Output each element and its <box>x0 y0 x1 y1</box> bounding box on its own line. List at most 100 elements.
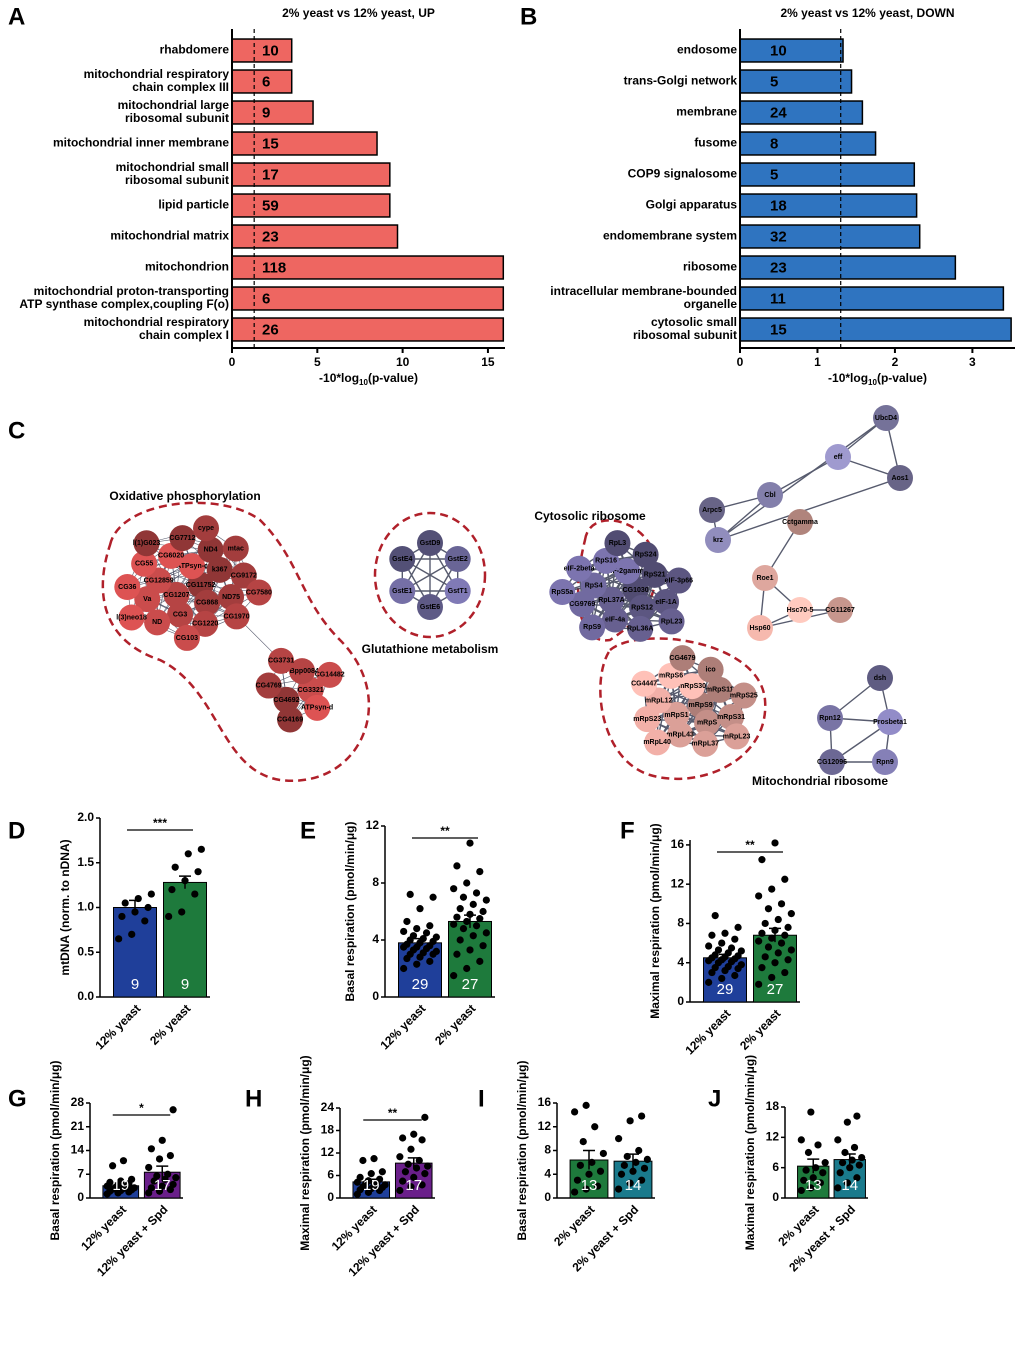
data-point <box>571 1108 579 1116</box>
data-point <box>375 1175 384 1183</box>
data-point <box>705 978 713 986</box>
node-label: CG9172 <box>231 572 257 579</box>
data-point <box>714 946 723 954</box>
data-point <box>626 1179 634 1187</box>
node <box>417 594 443 620</box>
data-point <box>573 1176 582 1184</box>
x-axis-label-part: 10 <box>359 378 368 387</box>
data-point <box>166 1151 174 1160</box>
data-point <box>165 912 173 921</box>
category-label: chain complex III <box>132 80 229 94</box>
count-label: 13 <box>581 1177 598 1194</box>
data-point <box>774 949 782 957</box>
data-point <box>841 1148 849 1157</box>
node <box>825 444 851 470</box>
y-tick-label: 1.0 <box>77 900 94 914</box>
data-point <box>459 893 468 901</box>
y-axis-label: Basal respiration (pmol/min/μg) <box>343 821 357 1001</box>
node <box>632 541 659 568</box>
data-point <box>838 1159 847 1167</box>
data-point <box>755 980 763 988</box>
data-point <box>421 1113 429 1121</box>
data-point <box>450 920 458 928</box>
data-point <box>424 1162 432 1170</box>
data-point <box>585 1170 593 1178</box>
data-point <box>466 946 474 954</box>
bar <box>739 224 921 249</box>
data-point <box>147 1184 156 1192</box>
data-point <box>466 839 474 847</box>
data-point <box>381 1181 389 1189</box>
node <box>730 682 757 709</box>
node-label: ND <box>152 619 162 626</box>
category-label: endosome <box>677 43 737 57</box>
category-label: ribosomal subunit <box>125 111 229 125</box>
x-tick-label: 5 <box>314 355 321 369</box>
data-point <box>396 1153 404 1161</box>
y-tick-label: 1.5 <box>77 855 94 869</box>
data-point <box>576 1161 584 1169</box>
data-point <box>482 929 490 937</box>
node <box>444 578 471 604</box>
node-label: Rpn12 <box>819 715 841 722</box>
x-tick-label: 0 <box>229 355 236 369</box>
x-axis-label-part: -10*log <box>828 371 868 385</box>
count-label: 23 <box>770 259 787 276</box>
node-label: eff <box>834 454 843 461</box>
count-label: 24 <box>770 104 787 121</box>
data-point <box>623 1152 631 1161</box>
node-label: mRpS1 <box>664 712 688 719</box>
y-tick-label: 12 <box>671 876 685 890</box>
bar <box>231 224 399 249</box>
category-label: mitochondrial small <box>116 160 229 174</box>
node <box>667 721 694 748</box>
node-label: CG36 <box>118 584 136 591</box>
node <box>679 673 706 700</box>
y-axis-label: Maximal respiration (pmol/min/μg) <box>298 1055 312 1250</box>
data-point <box>638 1176 646 1184</box>
node-label: GstE6 <box>420 604 440 611</box>
category-label: endomembrane system <box>603 229 737 243</box>
data-point <box>591 1123 599 1131</box>
data-point <box>737 947 745 955</box>
node <box>604 530 631 557</box>
node <box>699 497 725 523</box>
data-point <box>588 1158 596 1166</box>
data-point <box>579 1137 587 1146</box>
significance-label: ** <box>745 838 755 852</box>
data-point <box>396 1186 404 1195</box>
data-point <box>119 1157 128 1165</box>
nodes: CG11752 CG1207 ATPsyn-c CG868 CG12859 k367 CG3… <box>114 405 913 775</box>
node-label: CG12096 <box>817 759 847 766</box>
node <box>634 706 661 733</box>
node-label: CG11752 <box>186 582 216 589</box>
category-label: membrane <box>676 105 737 119</box>
data-point <box>453 913 461 921</box>
data-point <box>809 1174 817 1182</box>
data-point <box>147 890 155 898</box>
node <box>697 656 724 683</box>
node <box>222 535 249 562</box>
data-point <box>479 942 487 950</box>
node-label: ATPsyn-d <box>301 705 333 712</box>
node-label: ico <box>706 667 716 674</box>
mito-outline <box>599 637 767 780</box>
data-point <box>130 1184 138 1192</box>
data-point <box>109 1162 117 1170</box>
node <box>887 465 913 491</box>
count-label: 13 <box>805 1177 822 1194</box>
node-label: l(1)G023 <box>133 540 161 547</box>
data-point <box>168 886 176 894</box>
node-label: CG1207 <box>163 592 189 599</box>
node <box>273 686 300 713</box>
data-point <box>416 905 424 913</box>
data-point <box>419 934 427 943</box>
data-point <box>359 1156 367 1165</box>
error-bar <box>156 1165 169 1179</box>
data-point <box>131 908 139 916</box>
data-point <box>400 927 408 936</box>
data-point <box>407 1183 415 1191</box>
count-label: 5 <box>770 166 778 183</box>
node <box>206 556 233 583</box>
count-label: 9 <box>262 104 270 121</box>
